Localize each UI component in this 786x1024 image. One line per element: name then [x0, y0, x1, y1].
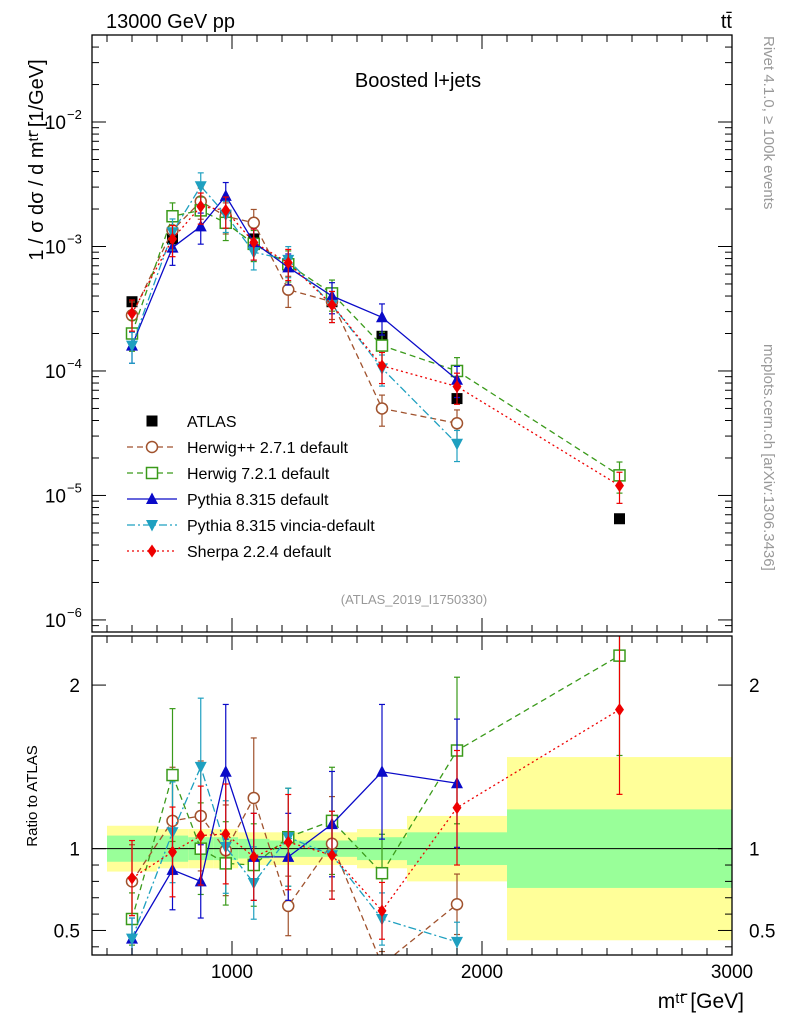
legend-marker-pythia-8-315-default: [146, 492, 158, 504]
x-tick-label: 1000: [211, 962, 253, 983]
legend: ATLAS Herwig++ 2.7.1 default Herwig 7.2.1 …: [127, 414, 375, 561]
ratio-point-herwig-7-2-1-default: [375, 866, 389, 880]
main-point-sherpa-2-2-4-default: [249, 235, 259, 249]
main-point-herwig-2-7-1-default: [282, 283, 295, 296]
ratio-point-herwig-2-7-1-default: [377, 959, 388, 970]
main-point-sherpa-2-2-4-default: [168, 232, 177, 246]
main-point-pythia-8-315-default: [194, 219, 207, 232]
ratio-point-sherpa-2-2-4-default: [127, 871, 137, 885]
ratio-point-sherpa-2-2-4-default: [452, 801, 462, 815]
ratio-line-herwig-7-2-1-default: [131, 655, 620, 920]
main-y-tick-label: 10: [45, 362, 66, 383]
ratio-y-tick-label-left: 1: [69, 840, 80, 861]
main-line-herwig-2-7-1-default: [131, 200, 458, 424]
main-line-pythia-8-315-vincia-default: [131, 185, 458, 445]
chart-title: Boosted l+jets: [355, 70, 481, 92]
ratio-plot-frame: [91, 635, 733, 956]
ratio-y-tick-label-left: 0.5: [54, 921, 80, 942]
main-point-sherpa-2-2-4-default: [452, 380, 462, 394]
main-point-sherpa-2-2-4-default: [127, 306, 137, 320]
main-point-herwig-2-7-1-default: [247, 216, 260, 230]
main-point-atlas: [614, 513, 625, 525]
main-series-layer: [125, 172, 626, 525]
main-point-pythia-8-315-vincia-default: [126, 340, 138, 353]
ratio-point-pythia-8-315-vincia-default: [126, 933, 138, 946]
ratio-point-sherpa-2-2-4-default: [168, 845, 177, 859]
legend-label-sherpa-2-2-4-default: Sherpa 2.2.4 default: [187, 544, 332, 561]
rivet-version-text: Rivet 4.1.0, ≥ 100k events: [760, 36, 777, 209]
header-right: tt̄: [721, 11, 733, 33]
ratio-point-pythia-8-315-vincia-default: [194, 761, 207, 774]
ratio-point-sherpa-2-2-4-default: [221, 827, 231, 841]
main-line-sherpa-2-2-4-default: [131, 205, 620, 487]
x-tick-label: 3000: [711, 962, 753, 983]
main-point-sherpa-2-2-4-default: [327, 298, 337, 312]
legend-marker-herwig-7-2-1-default: [145, 466, 159, 480]
ratio-ylabel: Ratio to ATLAS: [24, 745, 41, 846]
ratio-point-sherpa-2-2-4-default: [615, 703, 624, 717]
ratio-point-sherpa-2-2-4-default: [327, 848, 337, 862]
main-y-tick-exponent: −6: [67, 605, 82, 620]
legend-marker-pythia-8-315-vincia-default: [146, 520, 158, 532]
main-point-sherpa-2-2-4-default: [221, 203, 231, 217]
legend-label-pythia-8-315-default: Pythia 8.315 default: [187, 492, 329, 509]
main-point-herwig-2-7-1-default: [450, 417, 464, 430]
main-y-tick-label: 10: [45, 611, 66, 632]
legend-marker-sherpa-2-2-4-default: [147, 544, 157, 558]
main-point-herwig-7-2-1-default: [375, 339, 389, 352]
ratio-y-tick-label-right: 0.5: [749, 921, 775, 942]
ratio-y-tick-label-right: 2: [749, 676, 760, 697]
ratio-line-sherpa-2-2-4-default: [131, 709, 620, 912]
ratio-y-tick-label-left: 2: [69, 676, 80, 697]
mcplots-reference-text: mcplots.cern.ch [arXiv:1306.3436]: [760, 344, 777, 571]
main-point-pythia-8-315-vincia-default: [194, 181, 207, 193]
legend-label-atlas: ATLAS: [187, 414, 237, 431]
main-point-pythia-8-315-default: [219, 189, 232, 201]
main-y-tick-exponent: −3: [67, 231, 82, 246]
main-y-tick-label: 10: [45, 113, 66, 134]
main-ylabel: 1 / σ dσ / d mᵗᵗ̄ [1/GeV]: [26, 59, 48, 260]
ratio-point-sherpa-2-2-4-default: [283, 835, 293, 849]
main-line-pythia-8-315-default: [131, 194, 458, 381]
ratio-point-herwig-7-2-1-default: [166, 768, 179, 782]
main-y-tick-exponent: −5: [67, 480, 82, 495]
main-y-tick-exponent: −2: [67, 107, 82, 122]
header-left: 13000 GeV pp: [106, 11, 235, 33]
ratio-point-pythia-8-315-default: [219, 765, 232, 777]
main-point-pythia-8-315-vincia-default: [451, 438, 463, 451]
main-point-sherpa-2-2-4-default: [283, 256, 293, 270]
main-plot-frame: [91, 34, 733, 633]
ratio-y-tick-label-right: 1: [749, 840, 760, 861]
legend-label-herwig-2-7-1-default: Herwig++ 2.7.1 default: [187, 440, 349, 457]
xlabel: mᵗᵗ̄ [GeV]: [658, 990, 744, 1013]
ratio-point-herwig-2-7-1-default: [282, 899, 295, 913]
ratio-point-sherpa-2-2-4-default: [196, 829, 206, 843]
ratio-point-sherpa-2-2-4-default: [249, 850, 259, 864]
ratio-point-pythia-8-315-vincia-default: [451, 936, 463, 949]
main-point-herwig-2-7-1-default: [375, 402, 389, 415]
main-point-sherpa-2-2-4-default: [377, 359, 387, 373]
main-point-sherpa-2-2-4-default: [196, 199, 206, 213]
analysis-tag: (ATLAS_2019_I1750330): [341, 592, 487, 607]
ratio-point-herwig-2-7-1-default: [450, 898, 464, 911]
legend-label-herwig-7-2-1-default: Herwig 7.2.1 default: [187, 466, 330, 483]
ratio-point-herwig-2-7-1-default: [247, 791, 260, 805]
main-y-tick-label: 10: [45, 237, 66, 258]
legend-marker-herwig-2-7-1-default: [145, 440, 159, 454]
ratio-point-sherpa-2-2-4-default: [377, 904, 387, 918]
x-tick-label: 2000: [461, 962, 503, 983]
legend-label-pythia-8-315-vincia-default: Pythia 8.315 vincia-default: [187, 518, 375, 535]
main-point-pythia-8-315-default: [376, 310, 388, 323]
main-point-sherpa-2-2-4-default: [615, 479, 624, 493]
main-y-tick-exponent: −4: [67, 356, 82, 371]
main-y-tick-label: 10: [45, 486, 66, 507]
legend-marker-atlas: [146, 415, 158, 427]
ratio-point-pythia-8-315-default: [376, 765, 388, 777]
ratio-series-layer: [125, 636, 626, 970]
